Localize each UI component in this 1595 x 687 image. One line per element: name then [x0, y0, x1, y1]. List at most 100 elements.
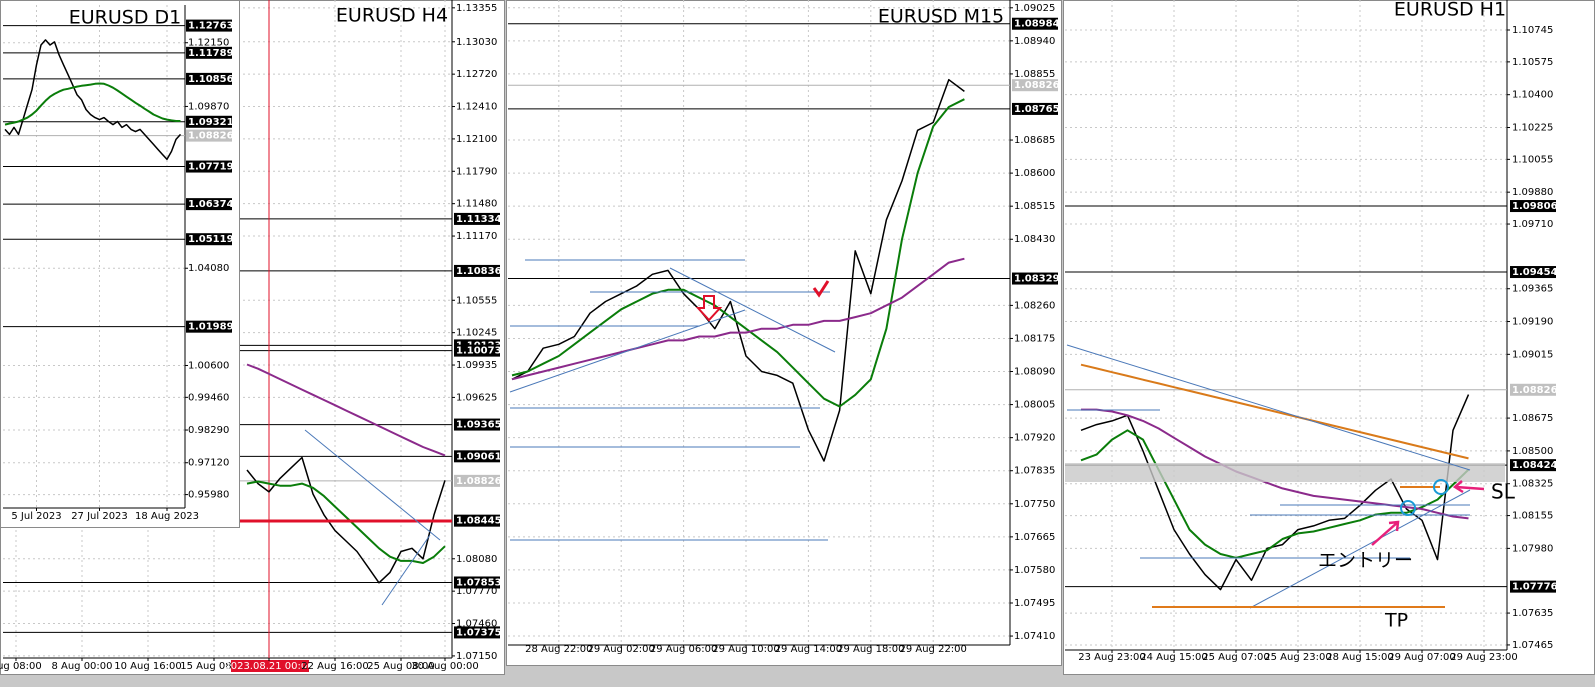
price-series: [4, 39, 182, 161]
window-bg: [506, 0, 1062, 666]
y-tick-label: 1.11480: [456, 199, 497, 210]
moving-average: [511, 257, 965, 381]
y-tick-label: 1.08855: [1014, 69, 1055, 80]
level-box: [1012, 272, 1058, 285]
level-box: [1012, 102, 1058, 115]
level-label: 1.09321: [188, 117, 234, 128]
y-tick-label: 1.10055: [1512, 154, 1553, 165]
x-tick-label: 25 Aug 07:00: [1202, 652, 1269, 663]
annotations-layer: エントリー SL TP: [240, 259, 1516, 632]
y-tick-label: 1.10745: [1512, 25, 1553, 36]
level-label: 1.07375: [456, 627, 502, 638]
y-tick-label: 1.07495: [1014, 598, 1055, 609]
y-tick-label: 1.08500: [1512, 446, 1553, 457]
x-tick-label: 24 Aug 15:00: [1140, 652, 1207, 663]
y-tick-label: 1.08080: [456, 554, 497, 565]
chart-title: EURUSD H4: [336, 5, 448, 27]
x-tick-label: 29 Aug 10:00: [712, 644, 779, 655]
y-tick-label: 1.08685: [1014, 135, 1055, 146]
level-label: 1.09365: [456, 420, 502, 431]
level-label: 1.10836: [456, 266, 502, 277]
price-box: [454, 474, 500, 487]
y-tick-label: 1.07750: [1014, 499, 1055, 510]
chart-title: EURUSD H1: [1394, 0, 1506, 21]
price-label: 1.08826: [188, 131, 234, 142]
y-tick-label: 1.09935: [456, 360, 497, 371]
x-tick-label: 15 Aug 08:00: [180, 661, 247, 672]
down-arrow: [695, 295, 723, 322]
level-label: 1.08329: [1014, 274, 1060, 285]
y-tick-label: 1.07635: [1512, 608, 1553, 619]
y-tick-label: 1.07460: [456, 619, 497, 630]
date-highlight: [231, 660, 309, 672]
moving-average: [511, 98, 965, 408]
level-label: 1.01989: [188, 322, 234, 333]
y-tick-label: 1.08600: [1014, 168, 1055, 179]
y-tick-label: 0.95980: [188, 490, 229, 501]
y-tick-label: 1.08155: [1512, 511, 1553, 522]
level-label: 1.06374: [188, 199, 234, 210]
y-tick-label: 1.08005: [1014, 400, 1055, 411]
level-box: [1012, 17, 1058, 30]
x-tick-label: Aug 08:00: [0, 661, 42, 672]
x-tick-label: 22 Aug 16:00: [301, 661, 368, 672]
x-tick-label: 18 Aug 2023: [135, 511, 199, 522]
trend-line: [304, 429, 441, 541]
y-tick-label: 0.99460: [188, 392, 229, 403]
x-tick-label: 23 Aug 23:00: [1078, 652, 1145, 663]
x-tick-label: 27 Jul 2023: [71, 511, 128, 522]
level-box: [1510, 459, 1556, 472]
price-label: 1.08826: [1014, 80, 1060, 91]
moving-average: [1080, 363, 1469, 460]
sl-arrow: [1452, 480, 1485, 494]
level-box: [186, 320, 232, 333]
level-label: 1.08765: [1014, 104, 1060, 115]
moving-average: [1081, 408, 1469, 520]
annotation: TP: [1384, 610, 1408, 632]
x-tick-label: 5 Jul 2023: [11, 511, 61, 522]
level-box: [186, 72, 232, 85]
window-bg: [0, 0, 240, 528]
level-label: 1.07719: [188, 162, 234, 173]
y-tick-label: 1.10400: [1512, 90, 1553, 101]
level-label: 1.05119: [188, 234, 234, 245]
annotation: SL: [1491, 480, 1516, 504]
y-tick-label: 1.10575: [1512, 57, 1553, 68]
y-tick-label: 1.10555: [456, 295, 497, 306]
m15-lines: [509, 259, 836, 541]
level-label: 1.08445: [456, 516, 502, 527]
level-box: [186, 19, 232, 32]
y-tick-label: 1.08325: [1512, 479, 1553, 490]
level-box: [454, 344, 500, 357]
price-box: [1510, 383, 1556, 396]
level-label: 1.09806: [1512, 201, 1558, 212]
level-label: 1.11334: [456, 214, 502, 225]
y-tick-label: 1.09710: [1512, 219, 1553, 230]
y-tick-label: 1.11170: [456, 231, 497, 242]
level-label: 1.09061: [456, 451, 502, 462]
level-box: [454, 450, 500, 463]
price-series: [511, 78, 965, 462]
y-tick-label: 1.08175: [1014, 333, 1055, 344]
y-tick-label: 1.08260: [1014, 300, 1055, 311]
y-tick-label: 1.09625: [456, 392, 497, 403]
x-tick-label: 10 Aug 16:00: [114, 661, 181, 672]
x-tick-label: 2023.08.21 00:00: [224, 661, 313, 672]
level-label: 1.11789: [188, 48, 234, 59]
moving-average: [246, 363, 446, 457]
y-tick-label: 1.13355: [456, 3, 497, 14]
y-tick-label: 1.08090: [1014, 367, 1055, 378]
level-box: [1510, 200, 1556, 213]
y-tick-label: 0.97120: [188, 458, 229, 469]
x-tick-label: 29 Aug 02:00: [587, 644, 654, 655]
price-label: 1.08826: [1512, 385, 1558, 396]
x-tick-label: 28 Aug 22:00: [525, 644, 592, 655]
y-tick-label: 1.12150: [188, 38, 229, 49]
entry-arrow: [1371, 520, 1400, 546]
y-tick-label: 1.09870: [188, 101, 229, 112]
annotation: エントリー: [1318, 550, 1413, 572]
x-tick-label: 25 Aug 23:00: [1264, 652, 1331, 663]
y-tick-label: 1.08515: [1014, 201, 1055, 212]
y-tick-label: 1.10245: [456, 328, 497, 339]
x-tick-label: 29 Aug 22:00: [899, 644, 966, 655]
